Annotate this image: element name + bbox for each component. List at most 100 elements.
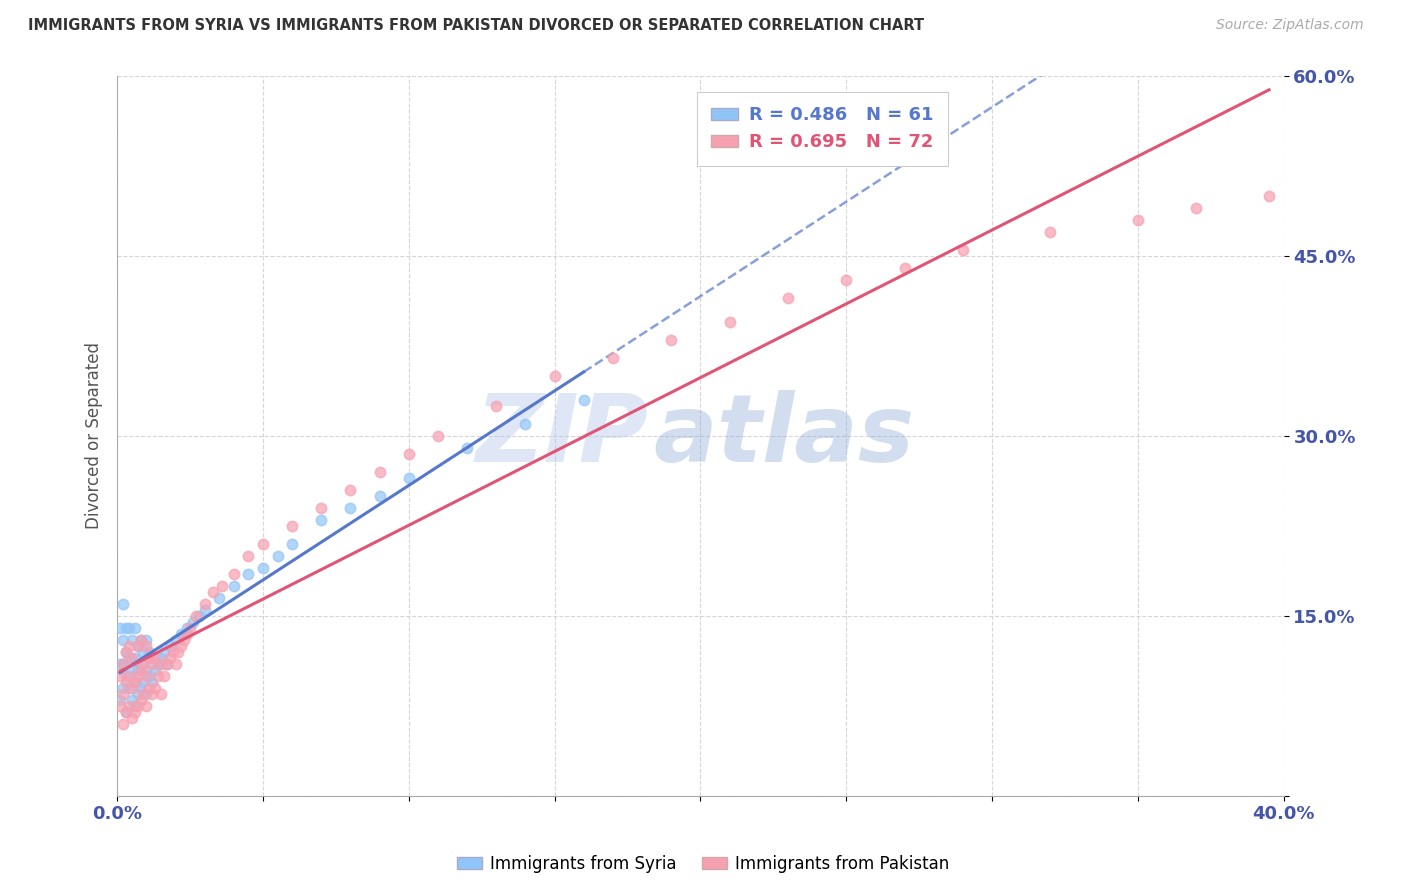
Point	[368, 489, 391, 503]
Point	[1185, 201, 1208, 215]
Point	[135, 663, 157, 677]
Point	[135, 698, 157, 713]
Point	[339, 500, 361, 515]
Point	[124, 698, 146, 713]
Point	[115, 645, 138, 659]
Point	[121, 650, 143, 665]
Point	[141, 674, 163, 689]
Point	[194, 597, 217, 611]
Point	[156, 657, 179, 671]
Point	[176, 621, 198, 635]
Point	[143, 650, 166, 665]
Point	[138, 681, 160, 695]
Point	[149, 650, 172, 665]
Point	[138, 650, 160, 665]
Point	[485, 399, 508, 413]
Point	[167, 645, 190, 659]
Point	[143, 663, 166, 677]
Point	[138, 645, 160, 659]
Point	[146, 669, 169, 683]
Point	[153, 669, 176, 683]
Point	[121, 692, 143, 706]
Point	[153, 645, 176, 659]
Point	[129, 663, 152, 677]
Point	[572, 392, 595, 407]
Point	[124, 621, 146, 635]
Point	[339, 483, 361, 497]
Point	[141, 687, 163, 701]
Point	[179, 621, 201, 635]
Point	[194, 603, 217, 617]
Point	[515, 417, 537, 431]
Point	[118, 621, 141, 635]
Text: Source: ZipAtlas.com: Source: ZipAtlas.com	[1216, 18, 1364, 32]
Point	[170, 639, 193, 653]
Point	[659, 333, 682, 347]
Point	[835, 272, 858, 286]
Point	[149, 657, 172, 671]
Point	[368, 465, 391, 479]
Point	[121, 663, 143, 677]
Point	[111, 687, 134, 701]
Point	[124, 674, 146, 689]
Text: IMMIGRANTS FROM SYRIA VS IMMIGRANTS FROM PAKISTAN DIVORCED OR SEPARATED CORRELAT: IMMIGRANTS FROM SYRIA VS IMMIGRANTS FROM…	[28, 18, 924, 33]
Point	[281, 537, 304, 551]
Point	[184, 608, 207, 623]
Point	[115, 705, 138, 719]
Point	[208, 591, 231, 605]
Point	[108, 621, 131, 635]
Point	[202, 584, 225, 599]
Point	[135, 632, 157, 647]
Point	[127, 663, 149, 677]
Point	[146, 657, 169, 671]
Point	[456, 441, 478, 455]
Point	[252, 560, 274, 574]
Point	[129, 692, 152, 706]
Point	[176, 626, 198, 640]
Point	[115, 674, 138, 689]
Point	[118, 698, 141, 713]
Point	[115, 705, 138, 719]
Point	[181, 615, 204, 629]
Point	[222, 566, 245, 581]
Point	[111, 657, 134, 671]
Point	[159, 650, 181, 665]
Point	[398, 470, 420, 484]
Point	[127, 639, 149, 653]
Point	[143, 681, 166, 695]
Point	[187, 608, 209, 623]
Point	[118, 669, 141, 683]
Point	[108, 669, 131, 683]
Point	[111, 657, 134, 671]
Point	[121, 681, 143, 695]
Point	[893, 260, 915, 275]
Y-axis label: Divorced or Separated: Divorced or Separated	[86, 343, 103, 529]
Point	[170, 626, 193, 640]
Point	[602, 351, 624, 365]
Point	[718, 315, 741, 329]
Point	[149, 687, 172, 701]
Point	[311, 500, 333, 515]
Point	[118, 650, 141, 665]
Point	[776, 291, 799, 305]
Point	[111, 716, 134, 731]
Point	[111, 632, 134, 647]
Point	[135, 687, 157, 701]
Point	[129, 632, 152, 647]
Point	[138, 669, 160, 683]
Point	[121, 632, 143, 647]
Point	[211, 579, 233, 593]
Point	[132, 657, 155, 671]
Point	[1126, 212, 1149, 227]
Point	[118, 639, 141, 653]
Point	[1258, 188, 1281, 202]
Point	[127, 687, 149, 701]
Text: atlas: atlas	[654, 390, 915, 482]
Point	[159, 639, 181, 653]
Point	[135, 639, 157, 653]
Point	[266, 549, 288, 563]
Point	[132, 645, 155, 659]
Point	[426, 428, 449, 442]
Point	[127, 639, 149, 653]
Point	[115, 645, 138, 659]
